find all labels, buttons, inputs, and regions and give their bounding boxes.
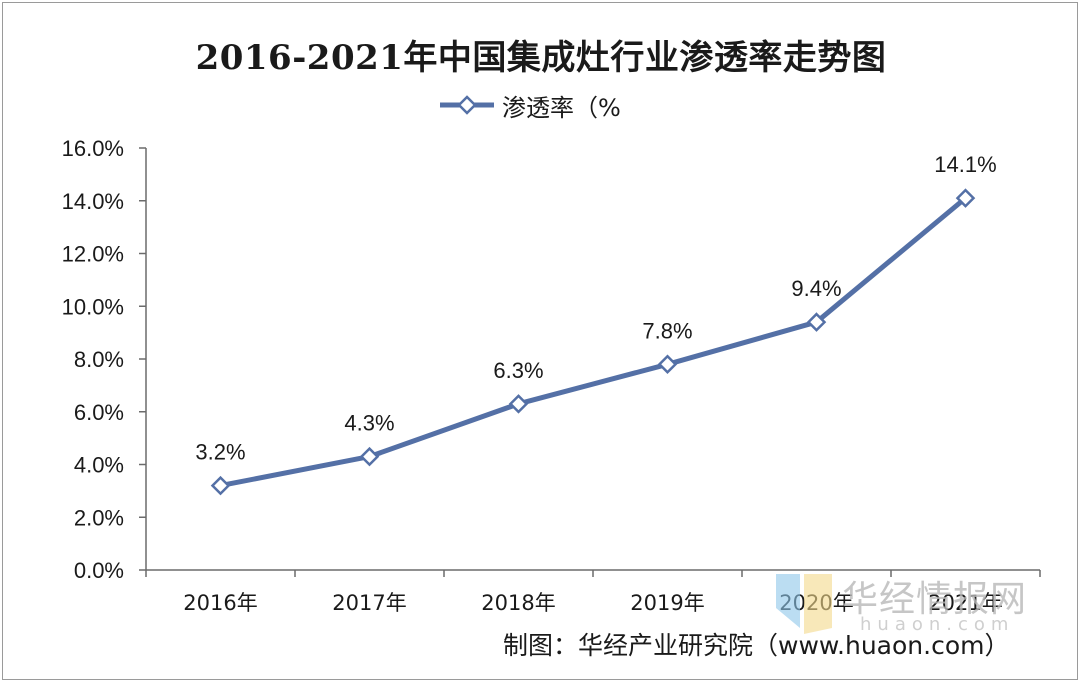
x-tick-label: 2018年 (481, 591, 555, 615)
data-point-marker (806, 312, 827, 332)
data-point-marker (359, 446, 380, 467)
data-point-marker (508, 394, 529, 414)
data-label: 14.1% (934, 152, 996, 177)
legend-line-marker-icon (440, 95, 494, 115)
legend: 渗透率（% (438, 90, 621, 122)
data-point-marker (955, 188, 976, 208)
y-tick-label: 4.0% (74, 453, 124, 478)
y-tick-label: 10.0% (62, 294, 124, 319)
x-tick-label: 2016年 (183, 591, 257, 615)
data-label: 4.3% (344, 411, 394, 436)
x-tick-label: 2021年 (928, 591, 1002, 615)
y-tick-label: 8.0% (74, 347, 124, 372)
y-tick-label: 2.0% (74, 505, 124, 530)
data-label: 3.2% (195, 440, 245, 465)
data-label: 6.3% (493, 358, 543, 383)
legend-swatch (438, 92, 496, 118)
data-point-marker (210, 475, 231, 496)
y-tick-label: 6.0% (74, 400, 124, 425)
x-tick-label: 2020年 (779, 591, 853, 615)
y-tick-label: 12.0% (62, 242, 124, 267)
x-tick-label: 2019年 (630, 591, 704, 615)
series-line (218, 195, 968, 489)
y-tick-label: 14.0% (62, 189, 124, 214)
data-label: 9.4% (791, 276, 841, 301)
source-note: 制图：华经产业研究院（www.huaon.com） (503, 631, 1010, 660)
y-tick-label: 0.0% (74, 558, 124, 583)
data-label: 7.8% (642, 318, 692, 343)
y-tick-label: 16.0% (62, 136, 124, 161)
legend-label: 渗透率（% (502, 93, 621, 122)
x-tick-label: 2017年 (332, 591, 406, 615)
chart-title: 2016-2021年中国集成灶行业渗透率走势图 (195, 38, 887, 78)
data-point-marker (657, 354, 678, 375)
